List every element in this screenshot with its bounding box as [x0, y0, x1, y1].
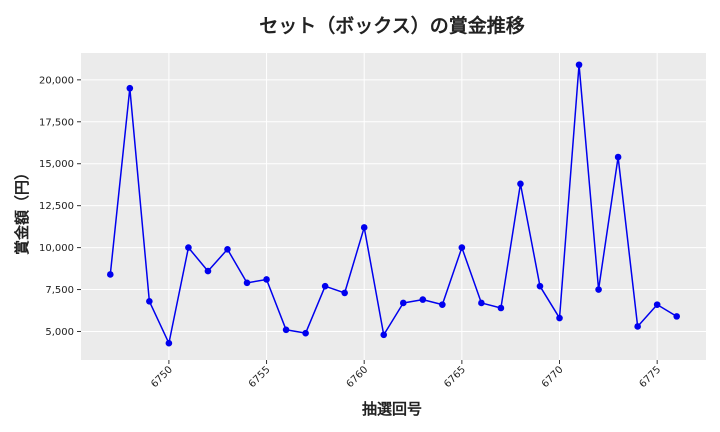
- data-point: [341, 289, 348, 297]
- y-tick-label: 15,000: [39, 159, 74, 170]
- data-point: [653, 301, 661, 308]
- data-point: [263, 276, 270, 283]
- y-tick-label: 17,500: [39, 117, 74, 128]
- data-point: [478, 299, 485, 307]
- data-point: [380, 331, 388, 339]
- data-point: [556, 314, 563, 322]
- y-tick-label: 12,500: [39, 201, 74, 212]
- data-point: [517, 180, 524, 188]
- data-point: [224, 245, 231, 253]
- series-line: [109, 63, 678, 344]
- data-point: [321, 282, 329, 290]
- plot-area: [81, 53, 706, 360]
- data-point: [282, 326, 290, 334]
- data-point: [595, 286, 602, 293]
- series-layer: [106, 61, 681, 347]
- data-point: [614, 153, 622, 161]
- data-point: [497, 304, 505, 312]
- y-tick-label: 5,000: [45, 327, 74, 338]
- data-point: [575, 61, 583, 69]
- data-point: [106, 271, 114, 278]
- data-point: [673, 313, 681, 320]
- chart-title: セット（ボックス）の賞金推移: [259, 14, 524, 37]
- data-point: [360, 224, 368, 231]
- y-axis-ticks: 5,000 7,500 10,000 12,500 15,000 17,500 20,000: [39, 75, 81, 338]
- data-point: [419, 296, 427, 303]
- y-tick-label: 20,000: [39, 75, 74, 86]
- data-point: [165, 339, 173, 347]
- data-point: [126, 84, 134, 92]
- y-axis-label: 賞金額（円）: [13, 165, 31, 255]
- data-point: [536, 282, 544, 290]
- data-point: [243, 279, 251, 287]
- data-point: [399, 299, 407, 307]
- data-point: [439, 301, 446, 308]
- data-point: [185, 244, 192, 251]
- data-point: [146, 297, 153, 305]
- data-point: [302, 329, 309, 337]
- data-point: [458, 244, 466, 251]
- y-tick-label: 7,500: [45, 285, 74, 296]
- data-point: [634, 323, 641, 330]
- data-point: [204, 267, 212, 275]
- y-tick-label: 10,000: [39, 243, 74, 254]
- x-axis-label: 抽選回号: [362, 400, 422, 418]
